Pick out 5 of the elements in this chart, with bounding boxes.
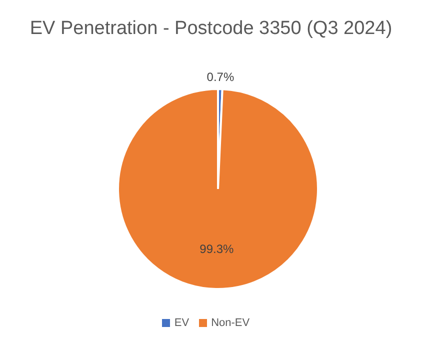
- legend-label: EV: [174, 317, 190, 329]
- data-label: 99.3%: [200, 242, 234, 256]
- data-label: 0.7%: [206, 70, 234, 84]
- chart-title: EV Penetration - Postcode 3350 (Q3 2024): [28, 18, 394, 41]
- legend-label: Non-EV: [211, 317, 250, 329]
